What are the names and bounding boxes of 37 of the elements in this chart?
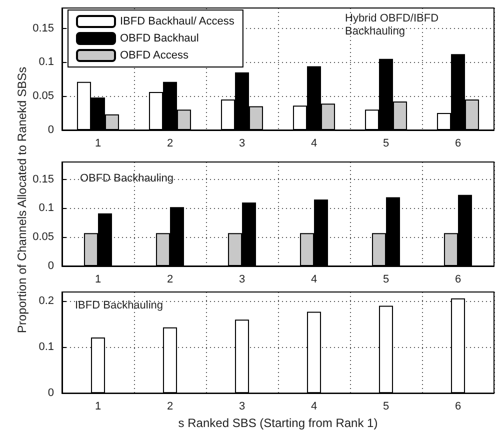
x-tick-label: 6 — [454, 274, 462, 286]
x-tick-label: 3 — [238, 138, 246, 150]
x-tick-label: 2 — [166, 274, 174, 286]
x-tick-label: 4 — [310, 274, 318, 286]
x-tick-label: 5 — [382, 400, 390, 413]
y-axis-title: Proportion of Channels Allocated to Ranekd SBSs — [15, 66, 29, 334]
x-tick-label: 6 — [454, 138, 462, 150]
legend-label: OBFD Backhaul — [120, 32, 199, 44]
y-tick-label: 0.15 — [32, 173, 54, 186]
x-tick-label: 4 — [310, 400, 318, 413]
x-tick-label: 3 — [238, 274, 246, 286]
y-tick-label: 0 — [48, 387, 54, 400]
x-tick-label: 2 — [166, 138, 174, 150]
y-tick-label: 0.1 — [38, 56, 54, 68]
x-tick-label: 5 — [382, 274, 390, 286]
y-tick-label: 0 — [48, 260, 54, 272]
annotation: IBFD Backhauling — [75, 300, 164, 312]
legend-label: OBFD Access — [120, 50, 189, 62]
annotation: OBFD Backhauling — [80, 172, 174, 184]
x-tick-label: 1 — [94, 400, 102, 413]
y-tick-label: 0.2 — [38, 295, 54, 308]
x-tick-label: 3 — [238, 400, 246, 413]
x-tick-label: 1 — [94, 138, 102, 150]
y-tick-label: 0.1 — [38, 202, 54, 214]
y-tick-label: 0.05 — [32, 90, 54, 102]
legend-label: IBFD Backhaul/ Access — [120, 16, 235, 28]
y-tick-label: 0.05 — [32, 231, 54, 244]
y-tick-label: 0 — [48, 124, 54, 136]
annotation: Hybrid OBFD/IBFD Backhauling — [345, 12, 442, 38]
y-tick-label: 0.15 — [32, 22, 54, 34]
x-tick-label: 1 — [94, 274, 102, 286]
x-tick-label: 2 — [166, 400, 174, 413]
x-tick-label: 4 — [310, 138, 318, 150]
y-tick-label: 0.1 — [38, 341, 54, 354]
x-tick-label: 5 — [382, 138, 390, 150]
x-tick-label: 6 — [454, 400, 462, 413]
x-axis-title: s Ranked SBS (Starting from Rank 1) — [178, 416, 378, 430]
